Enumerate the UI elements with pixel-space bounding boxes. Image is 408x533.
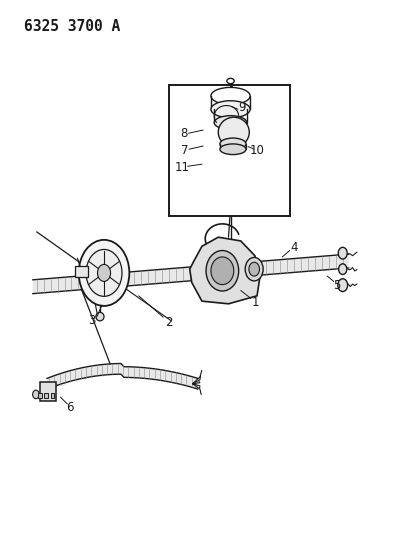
Ellipse shape [98, 264, 111, 281]
Ellipse shape [211, 257, 234, 285]
Ellipse shape [211, 87, 250, 104]
Polygon shape [47, 364, 198, 389]
Ellipse shape [220, 138, 246, 150]
Polygon shape [33, 254, 349, 294]
Bar [51, 393, 54, 398]
Text: 11: 11 [175, 161, 190, 174]
Text: 9: 9 [238, 101, 246, 114]
Bar [75, 266, 88, 277]
Ellipse shape [96, 312, 104, 321]
Bar [40, 382, 56, 401]
Ellipse shape [249, 262, 259, 276]
Ellipse shape [218, 117, 249, 147]
Bar [38, 393, 42, 398]
Text: 10: 10 [250, 144, 264, 157]
Ellipse shape [338, 247, 347, 259]
Ellipse shape [220, 144, 246, 155]
Bar [44, 393, 48, 398]
Polygon shape [190, 237, 260, 304]
Ellipse shape [214, 116, 247, 130]
Ellipse shape [86, 249, 122, 296]
Ellipse shape [33, 390, 39, 399]
Text: 4: 4 [290, 241, 297, 254]
Text: 5: 5 [333, 279, 340, 292]
Bar [169, 85, 290, 216]
Text: 1: 1 [251, 296, 259, 309]
Text: 3: 3 [88, 314, 95, 327]
Ellipse shape [338, 279, 348, 292]
Text: 6: 6 [67, 401, 74, 414]
Ellipse shape [79, 240, 129, 306]
Ellipse shape [211, 101, 250, 118]
Text: 7: 7 [181, 144, 188, 157]
Ellipse shape [227, 78, 234, 84]
Text: 8: 8 [180, 127, 187, 140]
Text: 2: 2 [166, 316, 173, 329]
Ellipse shape [245, 257, 263, 281]
Ellipse shape [339, 264, 347, 274]
Text: 6325 3700 A: 6325 3700 A [24, 19, 120, 34]
Ellipse shape [206, 251, 239, 291]
